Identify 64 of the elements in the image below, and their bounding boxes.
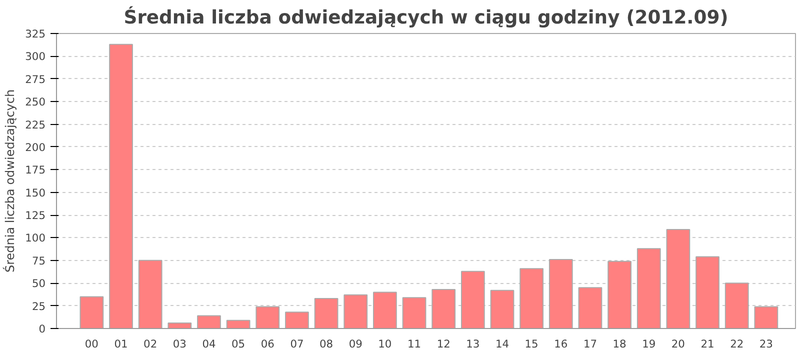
bar (314, 298, 338, 328)
x-tick-label: 02 (144, 338, 158, 350)
x-tick-label: 07 (290, 338, 304, 350)
bar (636, 248, 661, 328)
bar (344, 294, 368, 328)
x-tick-label: 14 (495, 338, 510, 350)
y-tick-label: 175 (25, 164, 46, 177)
bar (608, 260, 632, 328)
bar (226, 320, 250, 328)
bar (724, 282, 749, 328)
x-tick-label: 03 (172, 338, 186, 350)
y-tick-label: 200 (25, 140, 46, 154)
bar (666, 229, 690, 328)
x-tick-label: 12 (436, 338, 450, 350)
bar (373, 292, 397, 328)
x-tick-label: 17 (583, 338, 598, 350)
x-tick-label: 13 (466, 338, 480, 350)
bar (80, 296, 104, 328)
x-tick-label: 06 (260, 338, 275, 350)
bar (548, 259, 573, 328)
bar (578, 287, 602, 328)
y-tick-label: 125 (25, 209, 46, 222)
bar (109, 44, 133, 328)
bar (256, 306, 280, 328)
y-tick-label: 325 (25, 28, 46, 40)
bar (168, 322, 192, 328)
y-tick-label: 150 (25, 186, 46, 200)
y-tick-label: 50 (32, 277, 46, 290)
y-tick-label: 25 (32, 300, 46, 313)
x-tick-label: 15 (524, 338, 538, 350)
x-tick-label: 18 (612, 338, 627, 350)
y-tick-label: 250 (25, 96, 46, 109)
bar (402, 297, 426, 328)
bar (138, 260, 162, 328)
y-tick-label: 0 (38, 322, 46, 336)
x-tick-label: 04 (202, 338, 216, 350)
y-tick-label: 275 (25, 72, 46, 86)
x-tick-label: 05 (232, 338, 246, 350)
x-tick-label: 16 (554, 338, 568, 350)
bar (197, 315, 221, 328)
y-tick-label: 300 (25, 50, 46, 64)
x-tick-label: 20 (671, 338, 686, 350)
y-tick-label: 100 (25, 232, 46, 245)
bar (490, 290, 514, 328)
bar (754, 306, 778, 328)
chart-title: Średnia liczba odwiedzających w ciągu godziny (2012.09) (124, 6, 728, 28)
x-tick-label: 01 (114, 338, 128, 350)
x-tick-label: 09 (348, 338, 363, 350)
x-tick-label: 11 (407, 338, 422, 350)
y-tick-label: 225 (25, 118, 46, 132)
x-tick-label: 21 (700, 338, 714, 350)
bar (520, 268, 544, 328)
x-tick-label: 23 (759, 338, 773, 350)
x-tick-label: 00 (84, 338, 99, 350)
x-tick-label: 10 (378, 338, 392, 350)
x-tick-label: 22 (730, 338, 744, 350)
bar (696, 256, 720, 328)
y-tick-label: 75 (32, 254, 46, 268)
y-axis-title: Średnia liczba odwiedzających (2, 89, 18, 273)
bar (460, 270, 485, 328)
bar (285, 312, 309, 328)
bar (432, 288, 456, 328)
x-tick-label: 19 (642, 338, 656, 350)
x-tick-label: 08 (320, 338, 334, 350)
